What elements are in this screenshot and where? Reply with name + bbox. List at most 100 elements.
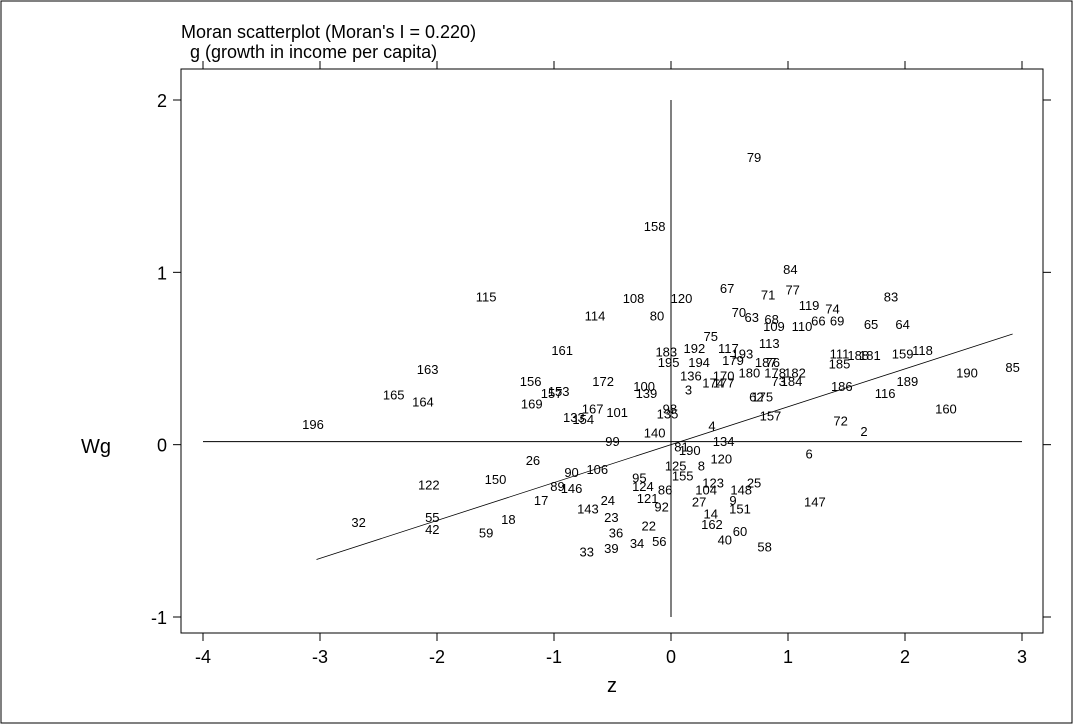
- point-label-47: 136: [680, 369, 702, 384]
- point-label-42: 190: [956, 365, 978, 380]
- point-label-15: 66: [811, 314, 825, 329]
- point-label-105: 24: [601, 493, 615, 508]
- point-label-55: 174: [702, 376, 724, 391]
- point-label-5: 77: [785, 283, 799, 298]
- y-tick-label-2: 1: [157, 263, 167, 283]
- point-label-88: 106: [586, 462, 608, 477]
- plot-area: [180, 68, 1044, 634]
- point-label-65: 62: [749, 389, 763, 404]
- point-label-6: 83: [884, 289, 898, 304]
- point-label-46: 182: [784, 365, 806, 380]
- chart-subtitle: g (growth in income per capita): [190, 42, 437, 62]
- x-tick-label-1: -3: [312, 647, 328, 667]
- point-label-56: 177: [713, 376, 735, 391]
- point-label-36: 194: [688, 355, 710, 370]
- point-label-76: 72: [833, 414, 847, 429]
- point-label-89: 125: [665, 458, 687, 473]
- point-label-30: 111: [830, 346, 850, 361]
- point-label-72: 135: [657, 407, 679, 422]
- point-label-126: 34: [630, 536, 644, 551]
- point-label-57: 100: [633, 379, 655, 394]
- point-label-63: 116: [875, 386, 896, 401]
- point-label-91: 90: [564, 465, 578, 480]
- point-label-99: 123: [702, 476, 724, 491]
- point-label-12: 70: [732, 305, 746, 320]
- point-label-120: 22: [642, 519, 656, 534]
- point-label-61: 157: [541, 386, 563, 401]
- point-label-95: 122: [418, 477, 440, 492]
- y-tick-label-1: 0: [157, 436, 167, 456]
- point-label-112: 92: [654, 500, 668, 515]
- point-label-60: 153: [548, 384, 570, 399]
- point-label-67: 169: [521, 396, 543, 411]
- point-label-81: 134: [713, 434, 735, 449]
- point-label-68: 160: [935, 401, 957, 416]
- point-label-2: 84: [783, 262, 797, 277]
- point-label-106: 121: [637, 491, 659, 506]
- y-axis-label: Wg: [81, 436, 111, 458]
- point-label-9: 120: [671, 291, 693, 306]
- point-label-104: 17: [534, 493, 548, 508]
- point-label-92: 150: [485, 472, 507, 487]
- y-tick-label-3: 2: [157, 91, 167, 111]
- point-label-44: 180: [739, 365, 761, 380]
- point-label-77: 4: [708, 419, 715, 434]
- point-label-116: 32: [351, 515, 365, 530]
- point-label-20: 109: [763, 319, 785, 334]
- point-label-79: 140: [644, 426, 666, 441]
- point-label-93: 95: [632, 470, 646, 485]
- point-label-97: 146: [561, 481, 583, 496]
- point-label-73: 157: [760, 408, 782, 423]
- point-label-85: 6: [805, 446, 812, 461]
- point-label-41: 85: [1005, 360, 1019, 375]
- point-label-45: 178: [764, 365, 786, 380]
- point-label-14: 68: [764, 312, 778, 327]
- point-label-28: 183: [655, 345, 677, 360]
- point-label-33: 159: [892, 346, 914, 361]
- point-label-115: 18: [501, 512, 515, 527]
- point-label-102: 104: [695, 482, 717, 497]
- point-label-87: 26: [526, 453, 540, 468]
- point-label-103: 148: [730, 482, 752, 497]
- point-label-43: 163: [417, 362, 439, 377]
- point-label-7: 115: [476, 289, 497, 304]
- point-label-13: 63: [744, 310, 758, 325]
- point-label-17: 65: [864, 317, 878, 332]
- point-label-82: 99: [605, 434, 619, 449]
- point-label-37: 179: [722, 353, 744, 368]
- point-label-74: 133: [563, 410, 585, 425]
- point-label-31: 188: [847, 348, 869, 363]
- regression-line: [316, 333, 1013, 560]
- x-tick-label-4: 0: [666, 647, 676, 667]
- point-label-109: 147: [804, 495, 826, 510]
- point-label-32: 181: [859, 348, 881, 363]
- point-label-4: 71: [761, 288, 775, 303]
- point-label-124: 40: [718, 532, 732, 547]
- point-label-23: 75: [704, 329, 718, 344]
- point-label-86: 120: [710, 451, 732, 466]
- point-label-70: 98: [663, 401, 677, 416]
- point-label-58: 3: [685, 383, 692, 398]
- x-tick-label-3: -1: [546, 647, 562, 667]
- point-label-123: 36: [609, 526, 623, 541]
- point-label-62: 165: [383, 388, 405, 403]
- point-label-96: 89: [550, 479, 564, 494]
- point-label-11: 74: [825, 302, 839, 317]
- point-label-34: 118: [912, 343, 933, 358]
- point-label-52: 73: [771, 374, 785, 389]
- point-label-121: 60: [733, 524, 747, 539]
- point-label-29: 193: [732, 346, 754, 361]
- x-tick-label-6: 2: [900, 647, 910, 667]
- point-label-40: 185: [829, 357, 851, 372]
- reference-lines: [203, 100, 1022, 617]
- point-label-18: 64: [895, 317, 909, 332]
- chart-title: Moran scatterplot (Moran's I = 0.220): [181, 22, 476, 42]
- point-label-64: 175: [751, 389, 773, 404]
- point-label-83: 81: [674, 439, 688, 454]
- point-label-111: 151: [729, 501, 751, 516]
- point-label-110: 143: [577, 501, 599, 516]
- point-label-22: 80: [650, 308, 664, 323]
- point-label-118: 162: [701, 517, 723, 532]
- point-label-84: 190: [679, 443, 701, 458]
